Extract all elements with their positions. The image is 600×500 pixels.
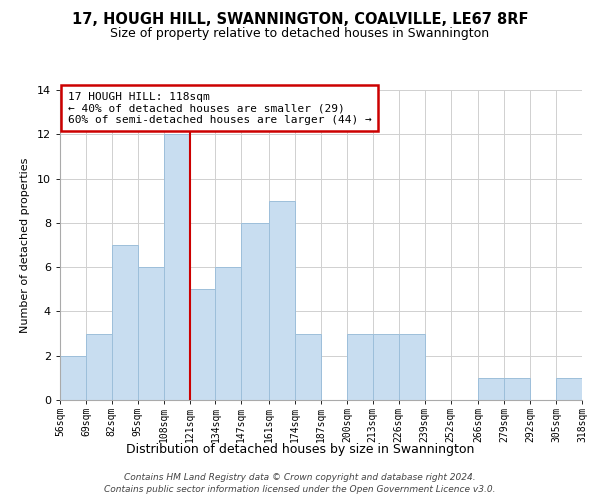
- Text: Contains HM Land Registry data © Crown copyright and database right 2024.: Contains HM Land Registry data © Crown c…: [124, 472, 476, 482]
- Bar: [347, 334, 373, 400]
- Y-axis label: Number of detached properties: Number of detached properties: [20, 158, 30, 332]
- Bar: [504, 378, 530, 400]
- Bar: [373, 334, 399, 400]
- Bar: [112, 245, 138, 400]
- Bar: [86, 334, 112, 400]
- Text: Size of property relative to detached houses in Swannington: Size of property relative to detached ho…: [110, 28, 490, 40]
- Bar: [269, 200, 295, 400]
- Bar: [241, 223, 269, 400]
- Bar: [60, 356, 86, 400]
- Bar: [190, 290, 215, 400]
- Text: Distribution of detached houses by size in Swannington: Distribution of detached houses by size …: [126, 442, 474, 456]
- Bar: [478, 378, 504, 400]
- Bar: [164, 134, 190, 400]
- Bar: [138, 267, 164, 400]
- Bar: [556, 378, 582, 400]
- Text: Contains public sector information licensed under the Open Government Licence v3: Contains public sector information licen…: [104, 485, 496, 494]
- Bar: [215, 267, 241, 400]
- Bar: [295, 334, 321, 400]
- Text: 17 HOUGH HILL: 118sqm
← 40% of detached houses are smaller (29)
60% of semi-deta: 17 HOUGH HILL: 118sqm ← 40% of detached …: [68, 92, 371, 124]
- Bar: [399, 334, 425, 400]
- Text: 17, HOUGH HILL, SWANNINGTON, COALVILLE, LE67 8RF: 17, HOUGH HILL, SWANNINGTON, COALVILLE, …: [72, 12, 528, 28]
